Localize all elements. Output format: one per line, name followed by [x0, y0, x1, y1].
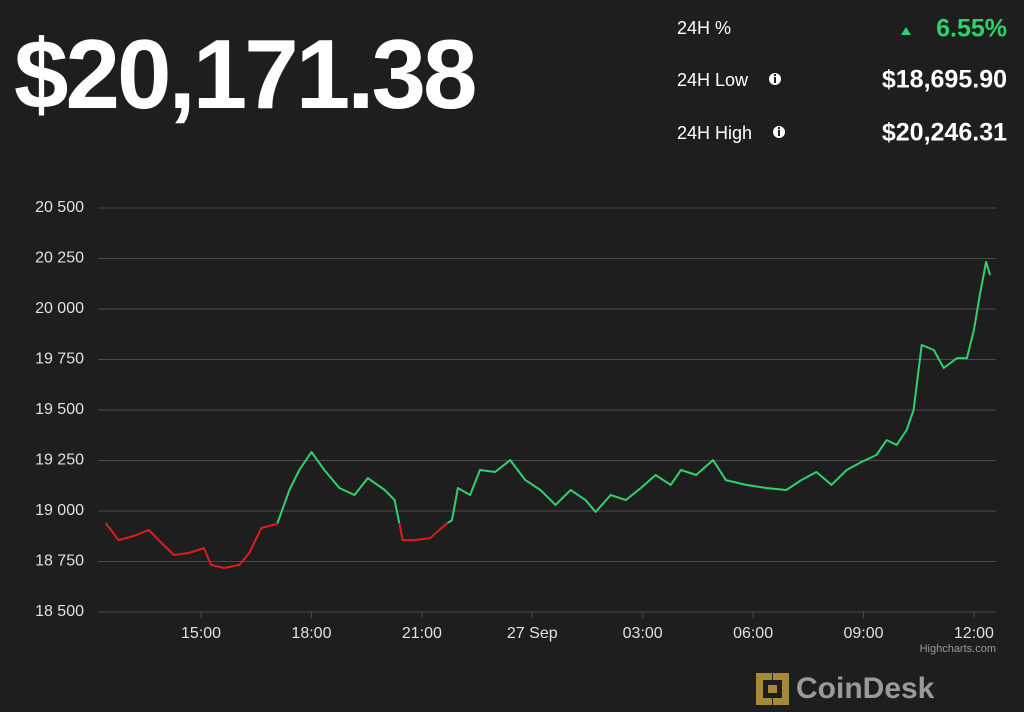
credit[interactable]: Highcharts.com — [920, 643, 996, 655]
logo-text: CoinDesk — [796, 672, 935, 705]
y-tick-label: 18 750 — [35, 553, 84, 570]
x-tick-label: 03:00 — [623, 625, 663, 642]
y-tick-label: 20 500 — [35, 199, 84, 216]
low-label: 24H Low — [677, 70, 749, 90]
x-tick-label: 09:00 — [843, 625, 883, 642]
up-arrow — [901, 27, 911, 35]
y-tick-label: 19 000 — [35, 502, 84, 519]
logo-icon — [756, 673, 789, 705]
high-value: $20,246.31 — [882, 119, 1007, 147]
y-tick-label: 19 250 — [35, 452, 84, 469]
y-tick-label: 19 500 — [35, 401, 84, 418]
x-tick-label: 12:00 — [954, 625, 994, 642]
info-icon[interactable] — [769, 73, 781, 85]
x-tick-label: 18:00 — [291, 625, 331, 642]
low-value: $18,695.90 — [882, 66, 1007, 94]
change-label: 24H % — [677, 18, 731, 38]
y-tick-label: 20 250 — [35, 250, 84, 267]
info-icon[interactable] — [773, 126, 785, 138]
high-label: 24H High — [677, 123, 752, 143]
price-line — [104, 260, 992, 569]
y-tick-label: 19 750 — [35, 351, 84, 368]
y-tick-label: 18 500 — [35, 603, 84, 620]
x-tick-label: 27 Sep — [507, 625, 558, 642]
x-tick-label: 15:00 — [181, 625, 221, 642]
y-tick-label: 20 000 — [35, 300, 84, 317]
current-price: $20,171.38 — [14, 19, 475, 129]
x-tick-label: 21:00 — [402, 625, 442, 642]
x-tick-label: 06:00 — [733, 625, 773, 642]
change-value: 6.55% — [936, 15, 1007, 43]
